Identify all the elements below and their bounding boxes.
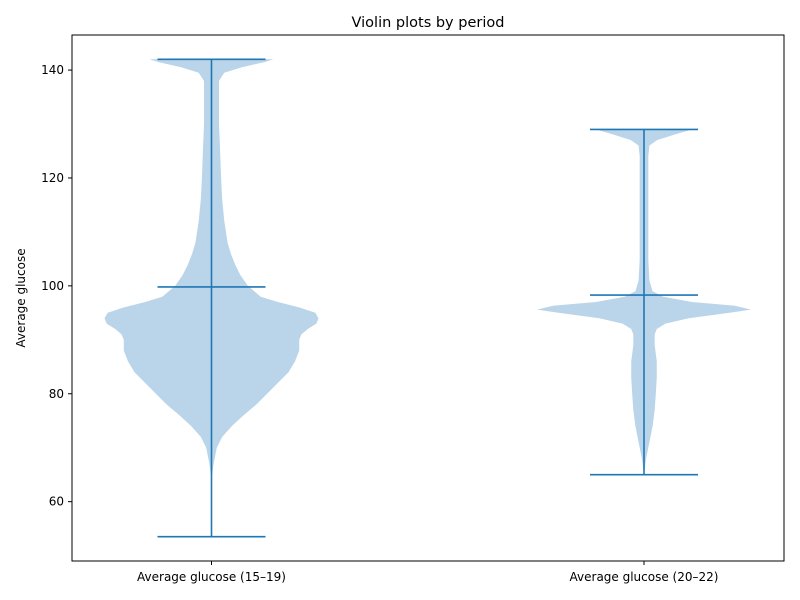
plot-frame	[71, 34, 785, 562]
y-tick-label-140: 140	[41, 63, 64, 77]
chart-title: Violin plots by period	[352, 15, 505, 31]
y-tick-label-120: 120	[41, 171, 64, 185]
x-tick-label-1: Average glucose (15–19)	[137, 570, 286, 584]
y-axis-label: Average glucose	[14, 248, 28, 347]
violin-group	[104, 59, 751, 537]
y-axis: 60 80 100 120 140	[41, 63, 72, 509]
stat-lines-group	[157, 58, 698, 538]
x-tick-label-2: Average glucose (20–22)	[570, 570, 719, 584]
x-axis: Average glucose (15–19) Average glucose (…	[137, 561, 718, 584]
y-tick-label-100: 100	[41, 279, 64, 293]
y-tick-label-60: 60	[49, 495, 64, 509]
y-tick-label-80: 80	[49, 387, 64, 401]
